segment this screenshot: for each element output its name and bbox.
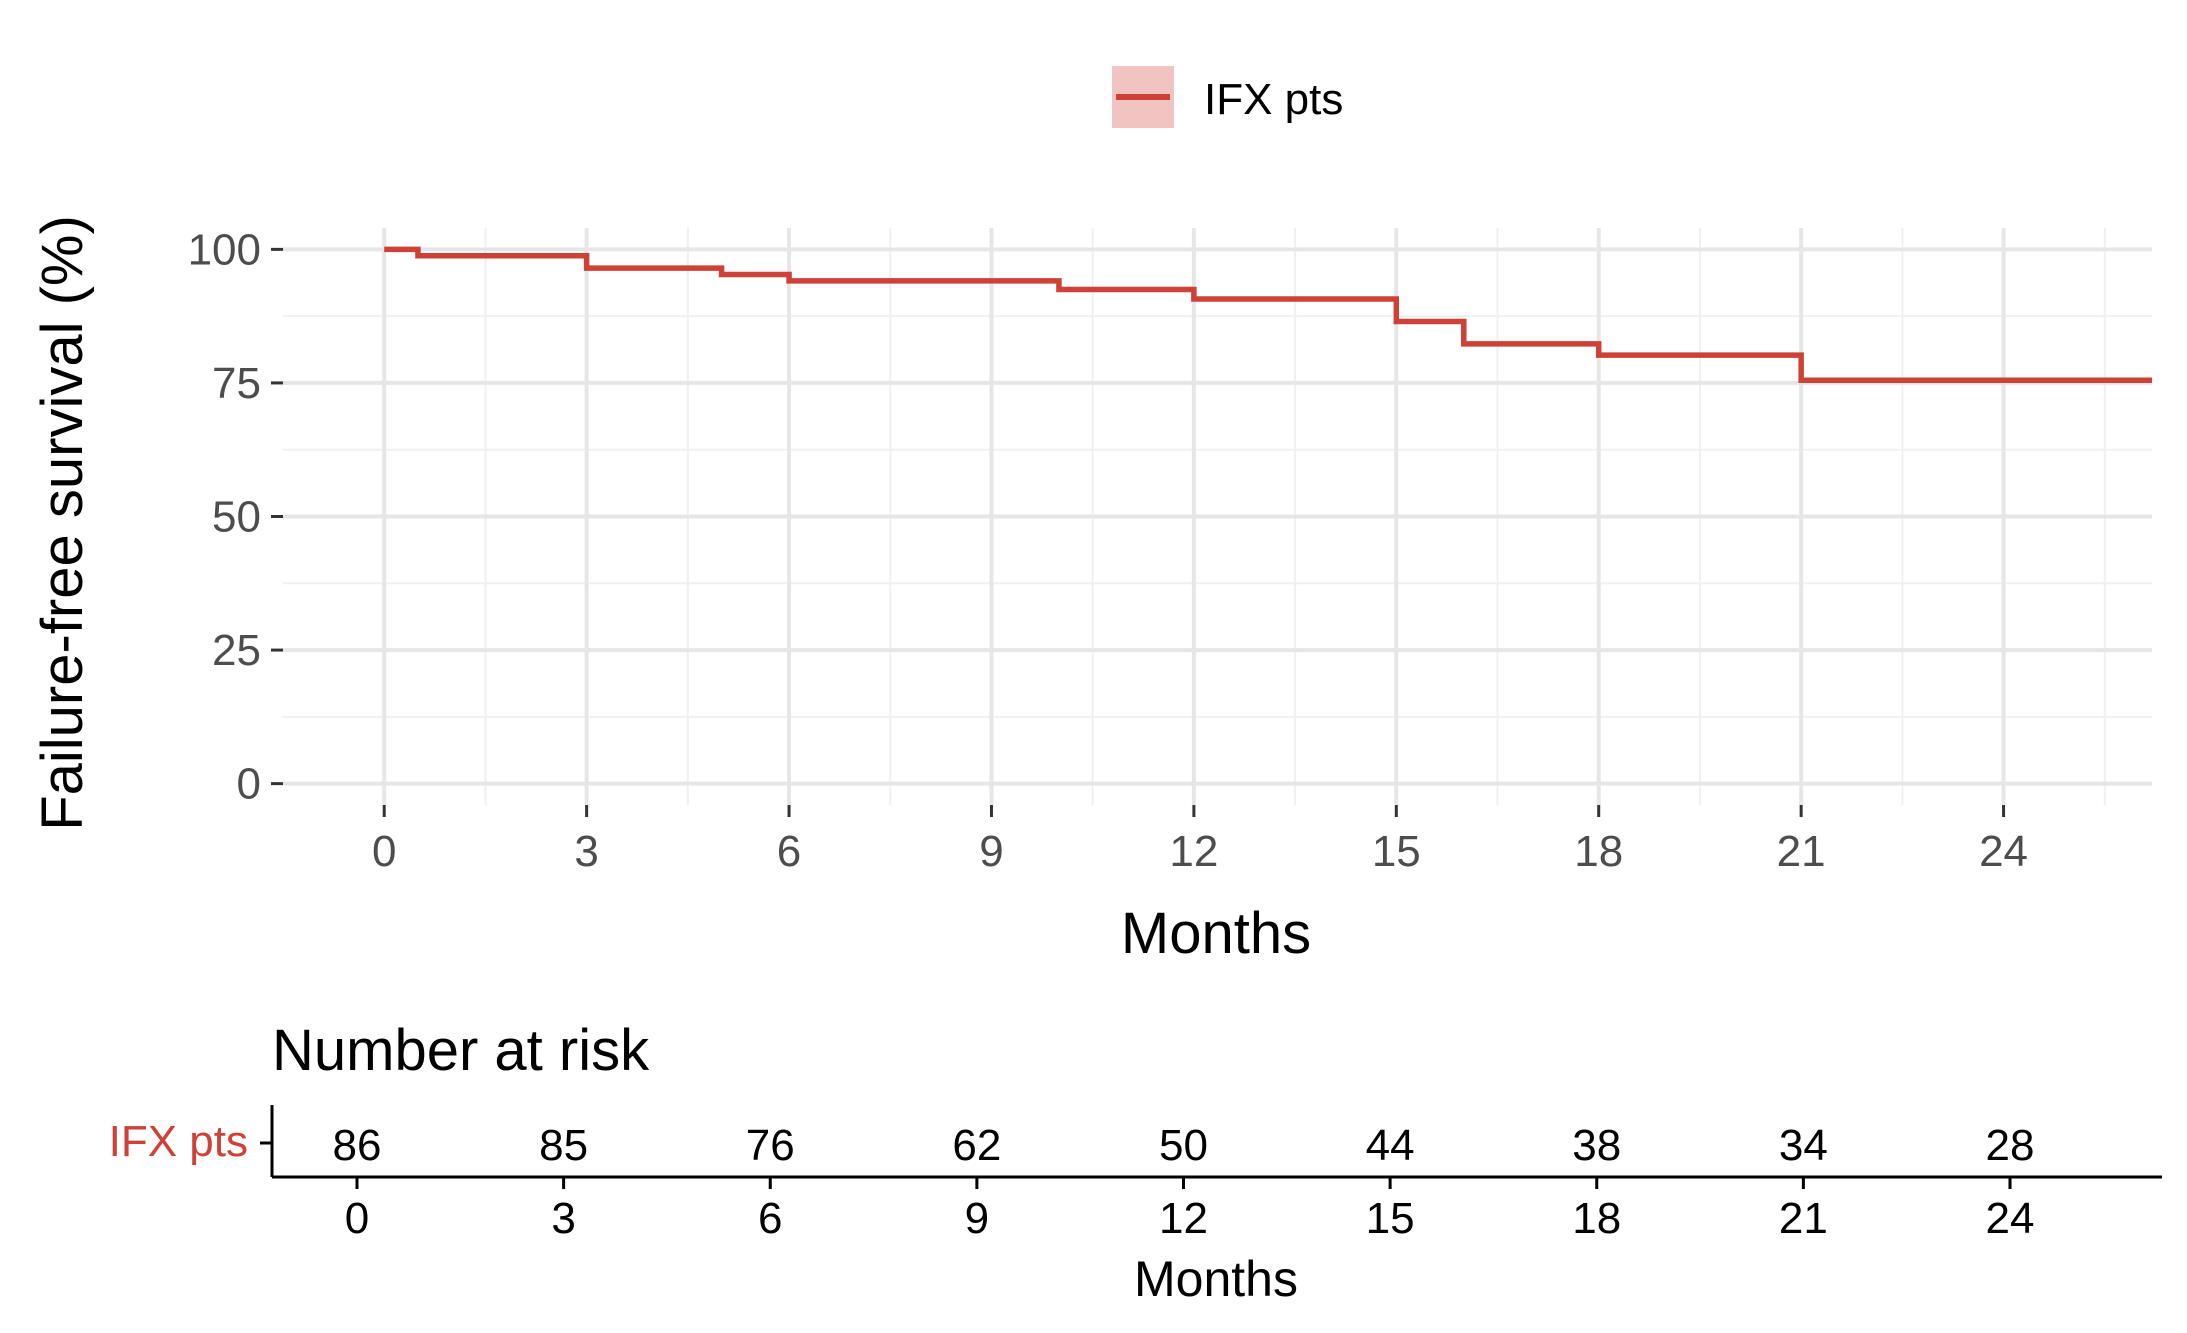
risk-x-tick-label: 6 [758,1194,782,1243]
y-tick-label: 25 [212,626,261,675]
x-axis: 0 3 6 9 12 15 18 21 24 [372,805,2028,876]
y-tick-label: 0 [237,760,261,809]
risk-count: 62 [952,1121,1001,1170]
risk-x-tick-label: 0 [345,1194,369,1243]
y-tick-label: 100 [188,225,261,274]
risk-count: 76 [746,1121,795,1170]
x-tick-label: 24 [1979,827,2028,876]
risk-count: 28 [1986,1121,2035,1170]
risk-x-tick-label: 9 [965,1194,989,1243]
risk-count: 34 [1779,1121,1828,1170]
risk-count: 50 [1159,1121,1208,1170]
y-tick-label: 75 [212,359,261,408]
y-axis: 0 25 50 75 100 [188,225,283,809]
x-tick-label: 6 [777,827,801,876]
risk-count: 86 [333,1121,382,1170]
risk-x-tick-label: 24 [1986,1194,2035,1243]
risk-x-tick-label: 18 [1572,1194,1621,1243]
legend-label: IFX pts [1204,75,1343,124]
x-tick-label: 0 [372,827,396,876]
x-tick-label: 9 [979,827,1003,876]
y-tick-label: 50 [212,493,261,542]
risk-x-tick-label: 3 [551,1194,575,1243]
survival-curve [384,246,2152,384]
risk-x-tick-label: 15 [1366,1194,1415,1243]
risk-count: 44 [1366,1121,1415,1170]
risk-count: 85 [539,1121,588,1170]
grid [283,228,2152,805]
x-tick-label: 12 [1169,827,1218,876]
y-axis-title: Failure-free survival (%) [30,215,95,831]
x-axis-title: Months [1121,901,1311,966]
x-tick-label: 15 [1372,827,1421,876]
risk-table-title: Number at risk [272,1018,650,1083]
risk-x-tick-label: 12 [1159,1194,1208,1243]
series-line-ifx-pts [384,246,2152,384]
x-tick-label: 3 [574,827,598,876]
risk-table: 86 0 85 3 76 6 62 9 50 12 44 15 38 18 34 21 28 24 [260,1105,2162,1243]
risk-row-label: IFX pts [109,1117,248,1166]
risk-x-tick-label: 21 [1779,1194,1828,1243]
risk-count: 38 [1572,1121,1621,1170]
x-tick-label: 21 [1777,827,1826,876]
risk-x-axis-title: Months [1134,1251,1298,1307]
legend: IFX pts [1112,66,1343,128]
x-tick-label: 18 [1574,827,1623,876]
